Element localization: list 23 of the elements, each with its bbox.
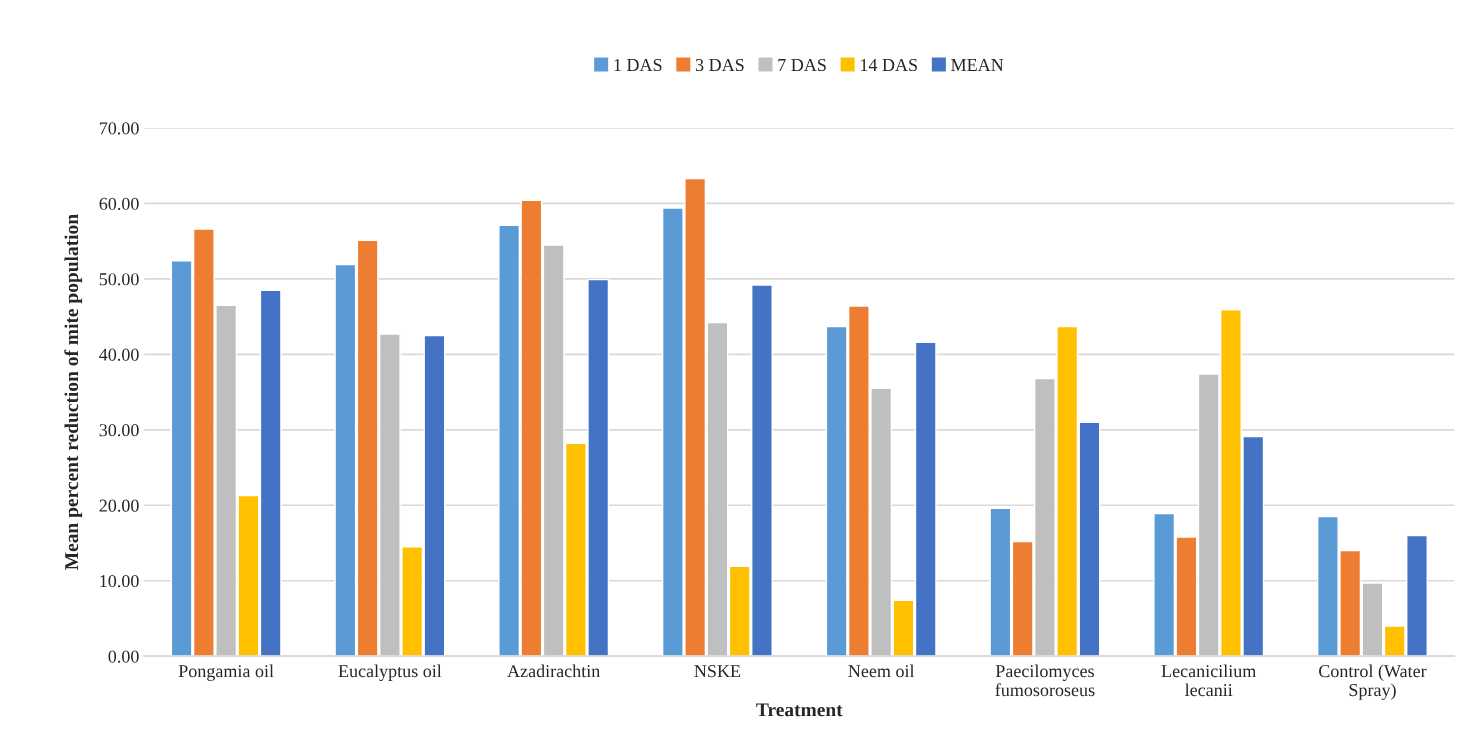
y-tick-label: 30.00 bbox=[99, 424, 139, 437]
y-tick-label: 0.00 bbox=[108, 650, 139, 663]
x-tick-label: Eucalyptus oil bbox=[338, 664, 442, 681]
y-axis-title: Mean percent reduction of mite population bbox=[64, 214, 83, 570]
legend-label: 3 DAS bbox=[695, 58, 744, 72]
x-tick-label: Pongamia oil bbox=[178, 664, 274, 681]
x-tick-label: Azadirachtin bbox=[507, 664, 600, 678]
legend-label: MEAN bbox=[951, 58, 1004, 71]
y-tick-label: 10.00 bbox=[100, 575, 139, 588]
legend-label: 1 DAS bbox=[614, 58, 662, 72]
x-tick-label: NSKE bbox=[694, 665, 741, 678]
y-tick-label: 40.00 bbox=[99, 348, 139, 361]
x-tick-label: Lecanicilium lecanii bbox=[1161, 664, 1257, 697]
x-tick-label: Control (Water Spray) bbox=[1319, 664, 1427, 700]
y-tick-label: 50.00 bbox=[99, 273, 139, 286]
legend-label: 14 DAS bbox=[860, 58, 917, 72]
legend-label: 7 DAS bbox=[778, 58, 826, 72]
y-tick-label: 60.00 bbox=[99, 197, 139, 210]
x-tick-label: Neem oil bbox=[848, 664, 915, 678]
x-axis-title: Treatment bbox=[756, 703, 843, 717]
y-tick-label: 70.00 bbox=[99, 122, 139, 135]
x-tick-label: Paecilomyces fumosoroseus bbox=[995, 664, 1095, 697]
y-tick-label: 20.00 bbox=[99, 499, 139, 512]
